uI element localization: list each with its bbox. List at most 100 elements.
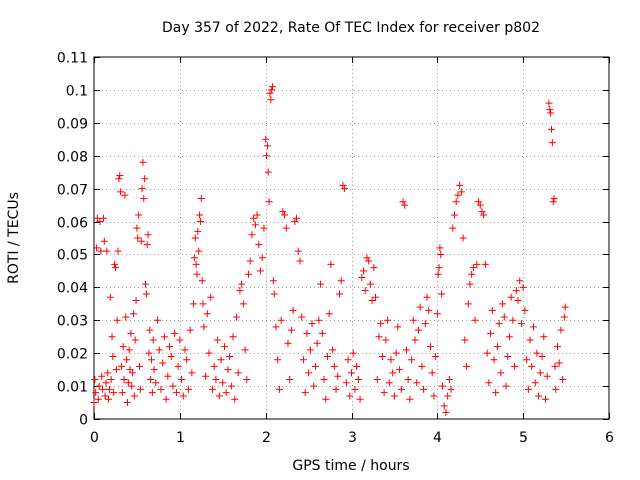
data-point: [478, 208, 486, 216]
data-point: [380, 389, 388, 397]
data-point: [130, 392, 138, 400]
data-point: [358, 273, 366, 281]
data-point: [99, 214, 107, 222]
data-point: [212, 376, 220, 384]
data-point: [411, 336, 419, 344]
data-point: [348, 369, 355, 377]
data-point: [466, 280, 474, 288]
y-tick-label: 0.11: [57, 51, 88, 67]
data-point: [118, 389, 126, 397]
data-point: [203, 310, 211, 318]
data-point: [308, 320, 316, 328]
data-point: [162, 395, 170, 403]
data-point: [104, 369, 112, 377]
data-point: [133, 224, 141, 232]
data-point: [117, 188, 125, 196]
data-point: [329, 346, 337, 354]
data-point: [208, 385, 216, 393]
data-point: [294, 247, 302, 255]
data-point: [385, 379, 393, 387]
data-point: [136, 385, 144, 393]
data-point: [346, 392, 354, 400]
data-point: [239, 300, 247, 308]
data-point: [215, 392, 223, 400]
data-point: [139, 158, 147, 166]
data-point: [392, 349, 400, 357]
data-point: [459, 234, 467, 242]
data-point: [480, 211, 488, 219]
data-point: [121, 191, 129, 199]
x-tick-label: 4: [433, 430, 442, 446]
data-point: [475, 198, 483, 206]
data-point: [257, 267, 265, 275]
data-point: [423, 293, 431, 301]
data-point: [306, 346, 314, 354]
data-point: [98, 372, 106, 380]
data-point: [560, 313, 568, 321]
data-point: [430, 392, 438, 400]
data-point: [330, 362, 338, 370]
data-point: [202, 372, 210, 380]
data-point: [275, 385, 283, 393]
data-point: [109, 352, 117, 360]
data-point: [497, 369, 505, 377]
data-point: [523, 356, 531, 364]
data-point: [122, 313, 130, 321]
data-markers: [90, 83, 569, 416]
data-point: [541, 395, 549, 403]
data-point: [552, 385, 560, 393]
data-point: [507, 293, 515, 301]
data-point: [192, 260, 200, 268]
y-tick-label: 0.06: [57, 216, 88, 232]
data-point: [335, 290, 343, 298]
y-tick-label: 0.02: [57, 347, 88, 363]
grid-lines: [94, 57, 609, 419]
data-point: [406, 395, 414, 403]
data-point: [129, 369, 137, 377]
data-point: [543, 372, 551, 380]
data-point: [349, 349, 357, 357]
data-point: [363, 254, 371, 262]
data-point: [142, 280, 149, 288]
data-point: [166, 343, 174, 351]
data-point: [372, 293, 380, 301]
data-point: [96, 218, 104, 226]
data-point: [102, 379, 110, 387]
data-point: [495, 320, 503, 328]
data-point: [516, 277, 524, 285]
y-axis-label: ROTI / TECUs: [6, 192, 22, 284]
data-point: [396, 366, 404, 374]
data-point: [267, 96, 275, 104]
data-point: [258, 254, 266, 262]
data-point: [289, 306, 297, 314]
data-point: [282, 224, 290, 232]
x-tick-label: 1: [176, 430, 185, 446]
data-point: [354, 376, 362, 384]
data-point: [438, 382, 446, 390]
data-point: [164, 372, 172, 380]
data-point: [397, 385, 405, 393]
data-point: [113, 316, 121, 324]
data-point: [167, 352, 175, 360]
data-point: [413, 379, 421, 387]
data-point: [137, 237, 145, 245]
data-point: [457, 188, 465, 196]
data-point: [311, 362, 319, 370]
data-point: [142, 290, 150, 298]
data-point: [317, 280, 325, 288]
data-point: [356, 395, 364, 403]
data-point: [535, 392, 543, 400]
data-point: [127, 329, 135, 337]
data-point: [334, 372, 342, 380]
data-point: [492, 389, 500, 397]
data-point: [550, 195, 558, 203]
data-point: [301, 389, 309, 397]
data-point: [461, 336, 469, 344]
data-point: [505, 333, 513, 341]
data-point: [476, 201, 484, 209]
data-point: [305, 369, 313, 377]
data-point: [279, 208, 287, 216]
data-point: [303, 329, 311, 337]
data-point: [234, 369, 242, 377]
data-point: [119, 343, 127, 351]
